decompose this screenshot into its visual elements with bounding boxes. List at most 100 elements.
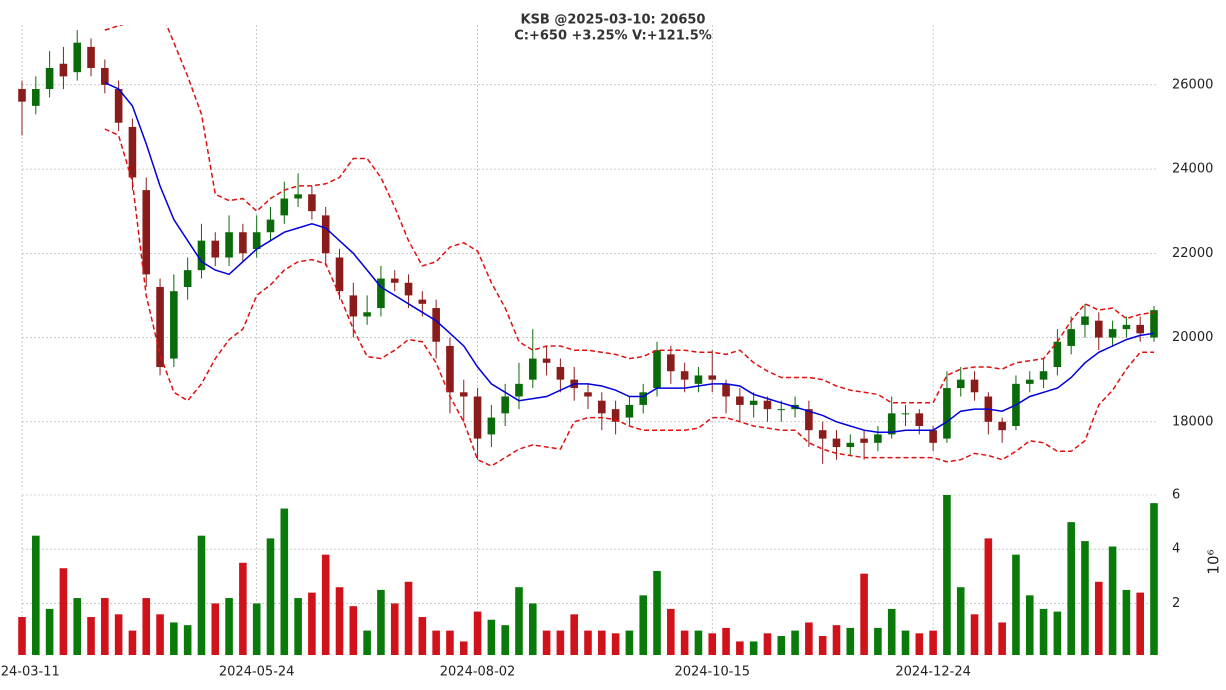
candle-body — [915, 413, 924, 426]
volume-bar — [528, 603, 537, 655]
candle-body — [459, 392, 468, 397]
candle-body — [598, 400, 606, 414]
candle-body — [653, 350, 661, 389]
candle-body — [749, 400, 758, 405]
volume-bar — [335, 587, 344, 655]
volume-bar — [321, 554, 330, 655]
volume-bar — [915, 633, 924, 655]
candle-body — [929, 430, 937, 443]
candle-body — [128, 126, 137, 178]
volume-bar — [239, 562, 247, 655]
volume-bar — [156, 614, 164, 655]
volume-bar — [170, 622, 178, 655]
volume-bar — [667, 608, 675, 655]
volume-bar — [901, 630, 910, 655]
candle-body — [1081, 316, 1089, 325]
candle-body — [349, 295, 358, 317]
volume-bar — [611, 633, 620, 655]
volume-bar — [87, 617, 95, 655]
volume-bar — [749, 641, 758, 655]
candle-body — [556, 367, 565, 380]
y-tick-label: 26000 — [1172, 77, 1213, 92]
candle-body — [59, 63, 68, 77]
volume-bar — [984, 538, 993, 655]
volume-bar — [197, 535, 206, 655]
candle-body — [142, 190, 151, 275]
volume-tick-label: 4 — [1172, 542, 1180, 557]
candle-body — [874, 434, 882, 443]
candle-body — [294, 194, 302, 199]
candle-body — [280, 198, 289, 216]
lower-line — [104, 128, 1154, 467]
volume-tick-label: 2 — [1172, 596, 1180, 611]
candle-body — [32, 89, 40, 106]
volume-bar — [805, 622, 813, 655]
volume-bar — [473, 611, 482, 655]
volume-bar — [225, 598, 233, 655]
volume-bar — [970, 614, 979, 655]
x-tick-label: 2024-10-15 — [674, 665, 750, 680]
volume-bar — [211, 603, 220, 655]
candle-body — [404, 282, 413, 296]
candle-body — [832, 438, 841, 448]
volume-bar — [128, 630, 137, 655]
volume-bar — [1136, 592, 1144, 655]
volume-bar — [349, 606, 358, 655]
candle-body — [887, 413, 896, 435]
candle-body — [239, 232, 247, 254]
volume-bar — [763, 633, 772, 655]
volume-bar — [501, 625, 509, 655]
candle-body — [1094, 320, 1103, 338]
volume-bar — [418, 617, 427, 655]
candle-body — [363, 312, 371, 317]
candle-body — [722, 383, 730, 397]
candle-body — [432, 308, 440, 342]
volume-bar — [459, 641, 468, 655]
y-tick-label: 22000 — [1172, 246, 1213, 261]
candle-body — [73, 42, 82, 73]
candle-body — [170, 291, 178, 359]
candle-body — [266, 219, 275, 233]
candle-body — [487, 417, 496, 435]
volume-bar — [653, 570, 661, 655]
candle-body — [101, 67, 109, 85]
price-panel — [18, 25, 1158, 467]
candle-body — [528, 358, 537, 380]
candle-body — [183, 270, 192, 287]
volume-bar — [1150, 503, 1158, 655]
volume-bar — [598, 630, 606, 655]
y-tick-label: 24000 — [1172, 162, 1213, 177]
volume-bar — [956, 587, 965, 655]
candle-body — [1108, 329, 1117, 338]
candle-body — [584, 392, 592, 397]
x-tick-label: 2024-05-24 — [219, 665, 295, 680]
volume-bar — [736, 641, 744, 655]
candle-body — [680, 371, 689, 380]
upper-line — [104, 25, 1155, 404]
x-tick-label: 2024-03-11 — [0, 665, 60, 680]
volume-bar — [860, 573, 868, 655]
x-tick-label: 2024-08-02 — [440, 665, 516, 680]
volume-bar — [252, 603, 261, 655]
volume-bar — [818, 636, 827, 655]
volume-bar — [832, 625, 841, 655]
volume-bar — [487, 619, 496, 655]
candle-body — [335, 257, 344, 292]
candle-body — [501, 396, 509, 414]
volume-bar — [929, 630, 937, 655]
volume-bar — [846, 627, 855, 655]
candle-body — [1150, 310, 1158, 338]
volume-bar — [722, 627, 730, 655]
candle-body — [197, 240, 206, 271]
volume-bar — [1094, 581, 1103, 655]
volume-bar — [446, 630, 454, 655]
volume-bar — [1039, 608, 1048, 655]
candle-body — [114, 89, 123, 123]
volume-bar — [308, 592, 316, 655]
candle-body — [87, 46, 95, 68]
ma-line — [104, 82, 1155, 434]
candle-body — [1053, 341, 1062, 368]
candle-body — [846, 442, 855, 448]
candle-body — [805, 409, 813, 431]
volume-bar — [694, 630, 703, 655]
